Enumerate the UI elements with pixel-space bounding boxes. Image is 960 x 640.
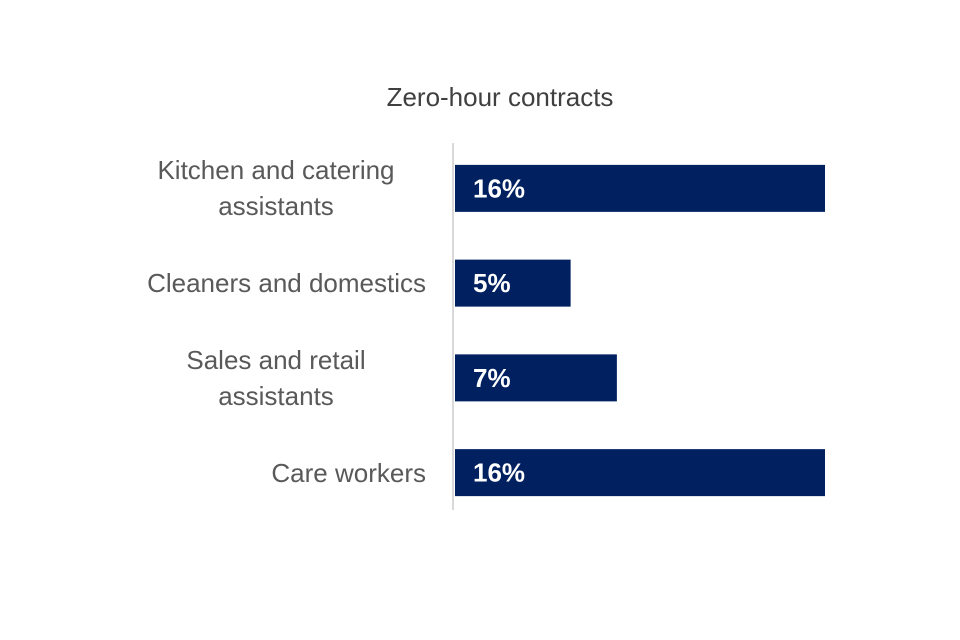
- bar: [455, 449, 825, 497]
- value-label: 16%: [473, 173, 525, 203]
- value-label: 7%: [473, 363, 511, 393]
- category-text: Cleaners and domestics: [147, 268, 426, 299]
- category-label: Care workers: [66, 455, 426, 491]
- category-label: Cleaners and domestics: [66, 265, 426, 301]
- category-text: Care workers: [271, 457, 426, 488]
- bar: [455, 164, 825, 212]
- category-label: Kitchen and catering assistants: [66, 152, 426, 224]
- category-label: Sales and retail assistants: [66, 342, 426, 414]
- bar: [455, 354, 617, 402]
- bar: [455, 259, 571, 307]
- category-text: Sales and retail assistants: [186, 344, 366, 411]
- chart-title: Zero-hour contracts: [386, 82, 614, 112]
- value-label: 16%: [473, 458, 525, 488]
- category-text: Kitchen and catering assistants: [157, 155, 395, 222]
- value-label: 5%: [473, 268, 511, 298]
